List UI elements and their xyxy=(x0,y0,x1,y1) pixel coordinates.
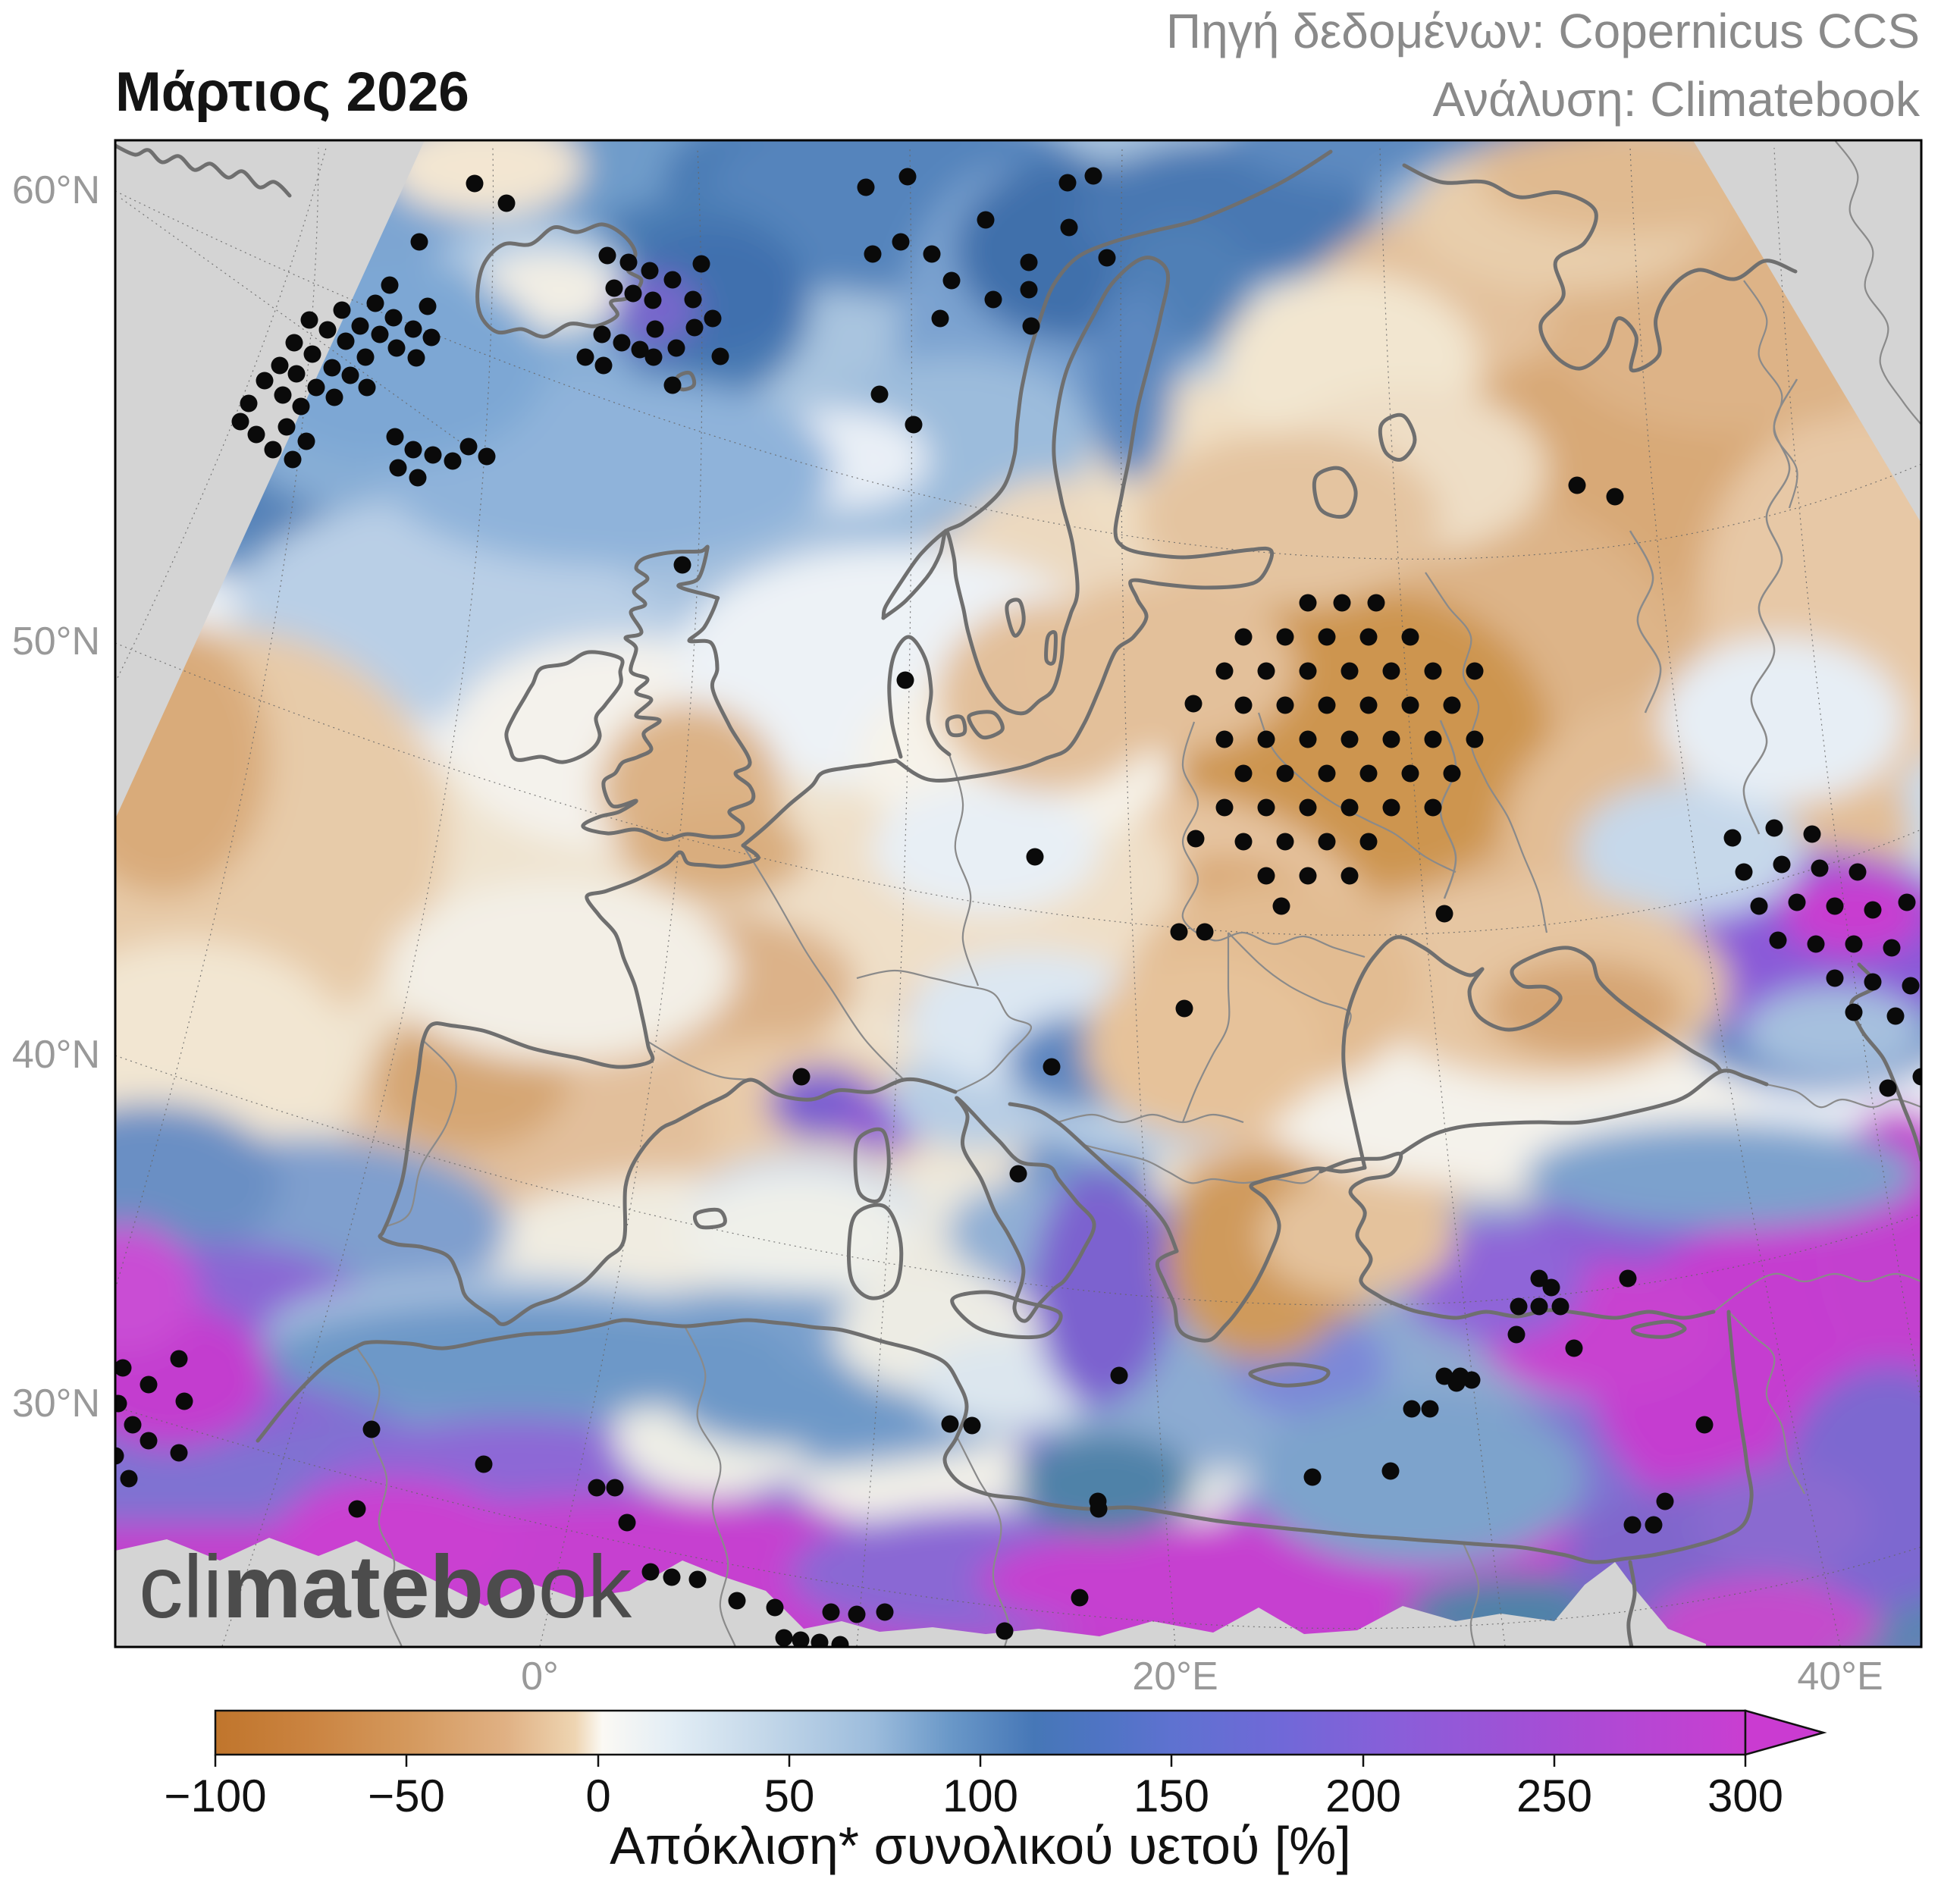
svg-text:40°E: 40°E xyxy=(1797,1655,1883,1699)
svg-text:0: 0 xyxy=(585,1771,610,1821)
svg-text:250: 250 xyxy=(1516,1771,1592,1821)
svg-text:Απόκλιση* συνολικού υετού [%]: Απόκλιση* συνολικού υετού [%] xyxy=(610,1816,1351,1875)
svg-text:Μάρτιος 2026: Μάρτιος 2026 xyxy=(115,61,469,123)
svg-text:50: 50 xyxy=(764,1771,815,1821)
svg-text:50°N: 50°N xyxy=(12,620,100,663)
svg-text:Ανάλυση: Climatebook: Ανάλυση: Climatebook xyxy=(1433,72,1921,127)
svg-text:30°N: 30°N xyxy=(12,1382,100,1426)
svg-text:−100: −100 xyxy=(164,1771,266,1821)
svg-text:300: 300 xyxy=(1707,1771,1783,1821)
svg-text:200: 200 xyxy=(1325,1771,1401,1821)
svg-text:−50: −50 xyxy=(368,1771,445,1821)
svg-text:60°N: 60°N xyxy=(12,168,100,212)
svg-text:Πηγή δεδομένων: Copernicus CCS: Πηγή δεδομένων: Copernicus CCS xyxy=(1166,4,1920,58)
svg-text:150: 150 xyxy=(1134,1771,1209,1821)
svg-text:40°N: 40°N xyxy=(12,1033,100,1077)
svg-text:20°E: 20°E xyxy=(1132,1655,1218,1699)
svg-text:climatebook: climatebook xyxy=(139,1537,632,1636)
svg-text:100: 100 xyxy=(942,1771,1018,1821)
svg-text:0°: 0° xyxy=(521,1655,559,1699)
